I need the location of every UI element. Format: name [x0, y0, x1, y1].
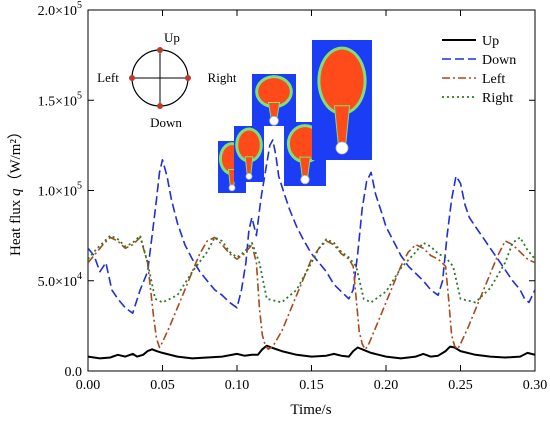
- x-tick-label: 0.10: [225, 378, 250, 393]
- heater-wire: [228, 184, 236, 192]
- x-axis-title: Time/s: [290, 402, 331, 418]
- bubble-body: [238, 130, 260, 160]
- series-line-right: [88, 234, 535, 304]
- y-tick-label: 2.0×105: [38, 0, 82, 19]
- heater-wire: [335, 141, 349, 155]
- plot-frame: [87, 9, 536, 372]
- x-tick-label: 0.15: [299, 378, 324, 393]
- x-tick-label: 0.00: [76, 378, 101, 393]
- compass-label-right: Right: [208, 70, 237, 85]
- bubble-body: [258, 78, 290, 106]
- bubble-growth-snapshots: [218, 40, 372, 193]
- y-axis-title-symbol: q: [8, 188, 24, 196]
- bubble-body: [320, 49, 364, 112]
- legend-label-right: Right: [482, 91, 513, 106]
- compass-point-down: [157, 103, 163, 109]
- y-tick-label: 1.0×105: [38, 181, 82, 200]
- compass-label-up: Up: [164, 30, 180, 45]
- series-line-left: [88, 236, 535, 351]
- legend-label-left: Left: [482, 72, 505, 87]
- compass-point-left: [129, 75, 135, 81]
- legend-label-down: Down: [482, 53, 516, 68]
- bubble-snapshot: [252, 74, 296, 126]
- heater-wire: [300, 175, 310, 185]
- series-line-up: [88, 344, 535, 360]
- compass-point-right: [185, 75, 191, 81]
- x-tick-label: 0.25: [448, 378, 473, 393]
- y-tick-label: 1.5×105: [38, 90, 82, 109]
- direction-compass: Up Down Left Right: [97, 30, 237, 130]
- y-axis-title: Heat flux q（W/m²）: [7, 124, 24, 256]
- y-axis-title-prefix: Heat flux: [8, 196, 24, 256]
- compass-label-down: Down: [150, 115, 182, 130]
- x-tick-label: 0.05: [150, 378, 175, 393]
- compass-label-left: Left: [97, 70, 119, 85]
- compass-point-up: [157, 47, 163, 53]
- legend-label-up: Up: [482, 34, 499, 49]
- y-tick-label: 5.0×104: [38, 271, 82, 290]
- bubble-snapshot: [312, 40, 372, 160]
- x-tick-label: 0.30: [523, 378, 548, 393]
- legend: Up Down Left Right: [442, 34, 516, 106]
- heater-wire: [245, 172, 253, 180]
- y-tick-label: 0.0: [65, 365, 83, 380]
- series-line-down: [88, 139, 535, 314]
- bubble-snapshot: [234, 126, 264, 182]
- series-layer: [88, 139, 535, 360]
- heater-wire: [269, 116, 279, 126]
- axis-tick-labels: 0.00 0.05 0.10 0.15 0.20 0.25 0.30 0.0 5.0×104 1.…: [38, 0, 548, 393]
- x-tick-label: 0.20: [374, 378, 399, 393]
- y-axis-title-unit: （W/m²）: [7, 124, 24, 189]
- axis-ticks: [87, 9, 536, 372]
